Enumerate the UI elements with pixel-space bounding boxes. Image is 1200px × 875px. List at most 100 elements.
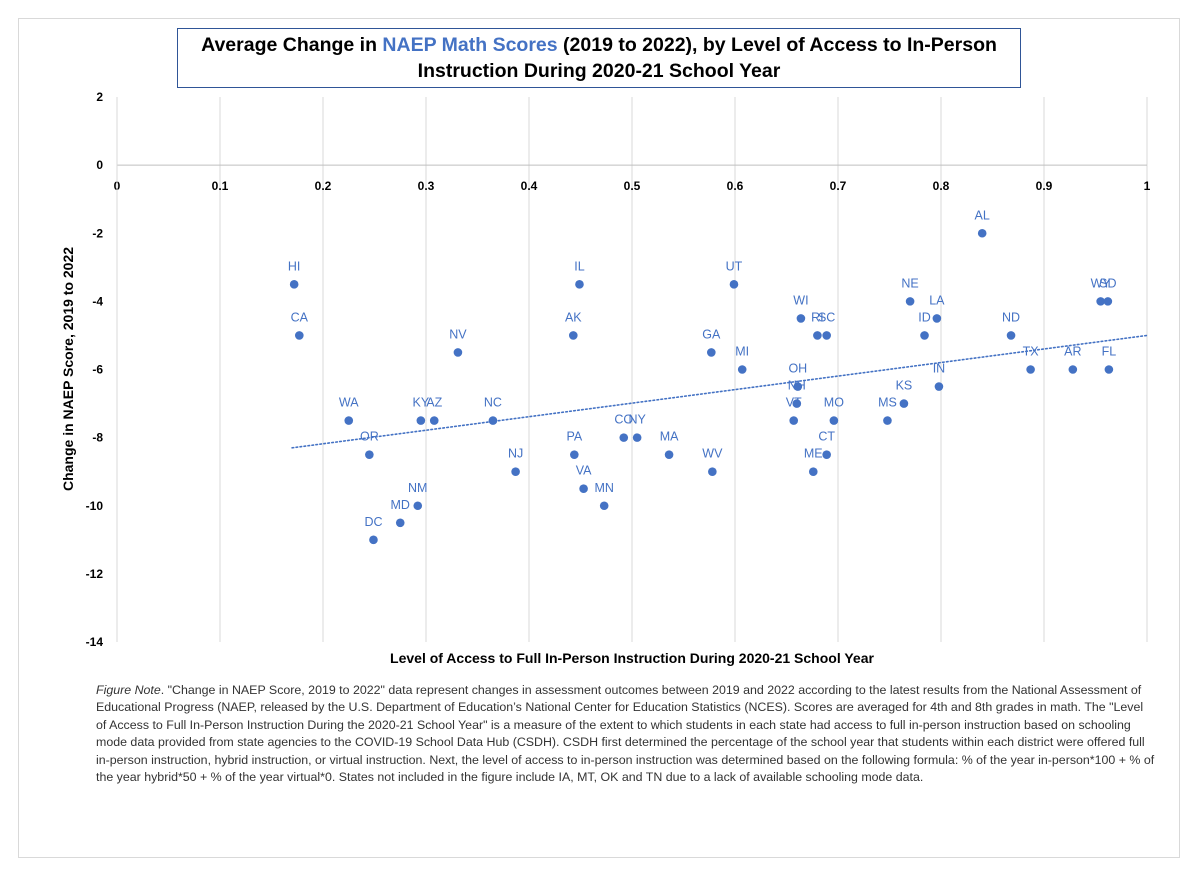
- data-point: [579, 484, 588, 494]
- data-point: [416, 416, 426, 425]
- data-point: [796, 314, 806, 323]
- point-label: HI: [288, 259, 301, 273]
- data-point: [707, 348, 716, 357]
- point-label: CO: [614, 413, 633, 427]
- point-label: NJ: [508, 447, 523, 461]
- chart-frame: [18, 18, 1180, 858]
- point-label: TX: [1023, 345, 1040, 359]
- point-label: SC: [818, 310, 835, 324]
- figure-note-text: . "Change in NAEP Score, 2019 to 2022" d…: [96, 683, 1155, 785]
- data-point: [344, 416, 354, 425]
- data-point: [369, 535, 378, 545]
- data-point: [619, 433, 629, 442]
- point-label: MI: [735, 345, 749, 359]
- point-label: ND: [1002, 310, 1020, 324]
- point-label: CT: [818, 430, 835, 444]
- data-points: [289, 228, 1114, 545]
- point-label: OH: [788, 362, 807, 376]
- point-label: DC: [364, 515, 382, 529]
- point-label: NM: [408, 481, 427, 495]
- x-tick-label: 0.1: [212, 179, 229, 193]
- point-label: MA: [660, 430, 679, 444]
- data-point: [708, 467, 717, 476]
- data-point: [488, 416, 498, 425]
- data-point: [822, 331, 831, 340]
- point-label: ME: [804, 447, 823, 461]
- point-label: KY: [413, 396, 430, 410]
- point-label: NC: [484, 396, 502, 410]
- data-point: [792, 399, 802, 408]
- data-point: [365, 450, 374, 459]
- figure-note: Figure Note. "Change in NAEP Score, 2019…: [96, 682, 1156, 786]
- x-tick-label: 0.5: [624, 179, 641, 193]
- data-point: [511, 467, 520, 476]
- y-tick-label: 2: [96, 90, 103, 104]
- point-label: NY: [628, 413, 646, 427]
- data-point: [429, 416, 439, 425]
- data-point: [808, 467, 818, 476]
- data-point: [883, 416, 892, 425]
- data-point: [789, 416, 799, 425]
- data-point: [1104, 365, 1114, 374]
- point-label: MS: [878, 396, 897, 410]
- point-label: AZ: [426, 396, 442, 410]
- data-point: [413, 501, 423, 511]
- point-label: MD: [391, 498, 410, 512]
- data-point: [632, 433, 642, 442]
- data-point: [932, 314, 942, 323]
- point-label: CA: [291, 310, 309, 324]
- point-label: WI: [793, 293, 808, 307]
- axes: 00.10.20.30.40.50.60.70.80.9120-2-4-6-8-…: [86, 90, 1151, 649]
- y-tick-label: -6: [92, 363, 103, 377]
- point-label: WV: [702, 447, 723, 461]
- title-highlight: NAEP Math Scores: [382, 34, 558, 56]
- data-point: [289, 280, 299, 289]
- point-label: AL: [975, 208, 990, 222]
- data-point: [737, 365, 747, 374]
- point-label: WA: [339, 396, 359, 410]
- x-tick-label: 0.7: [830, 179, 847, 193]
- figure-note-lead: Figure Note: [96, 683, 161, 697]
- point-label: IN: [933, 362, 946, 376]
- data-point: [395, 518, 405, 528]
- point-label: NH: [788, 379, 806, 393]
- point-label: IL: [574, 259, 584, 273]
- x-tick-label: 0.9: [1036, 179, 1053, 193]
- y-tick-label: -4: [92, 294, 103, 308]
- data-point: [599, 501, 609, 511]
- y-tick-label: 0: [96, 158, 103, 172]
- data-point: [1026, 365, 1035, 374]
- point-label: RI: [811, 310, 824, 324]
- data-point: [977, 228, 987, 238]
- title-part-2: (2019 to 2022), by Level of Access to In…: [417, 34, 997, 82]
- data-point: [934, 382, 944, 391]
- point-label: AR: [1064, 345, 1081, 359]
- x-tick-label: 0.2: [315, 179, 332, 193]
- data-point: [899, 399, 909, 408]
- point-label: MO: [824, 396, 844, 410]
- point-label: MN: [594, 481, 613, 495]
- data-point: [1096, 297, 1105, 306]
- title-part-1: Average Change in: [201, 34, 383, 56]
- point-label: VT: [786, 396, 802, 410]
- data-point: [822, 450, 831, 459]
- point-label: KS: [896, 379, 913, 393]
- point-label: NV: [449, 327, 467, 341]
- point-label: NE: [901, 276, 918, 290]
- data-point: [1068, 365, 1078, 374]
- data-point: [1006, 331, 1016, 340]
- data-point: [453, 348, 463, 357]
- data-point: [1103, 297, 1113, 306]
- data-point: [295, 331, 304, 340]
- x-tick-label: 0.3: [418, 179, 435, 193]
- y-tick-label: -8: [92, 431, 103, 445]
- y-axis-label: Change in NAEP Score, 2019 to 2022: [60, 247, 76, 491]
- point-label: PA: [566, 430, 582, 444]
- data-point: [920, 331, 929, 340]
- data-point: [664, 450, 674, 459]
- point-label: OR: [360, 430, 379, 444]
- x-tick-label: 0.6: [727, 179, 744, 193]
- point-label: AK: [565, 310, 582, 324]
- chart-title: Average Change in NAEP Math Scores (2019…: [177, 28, 1021, 88]
